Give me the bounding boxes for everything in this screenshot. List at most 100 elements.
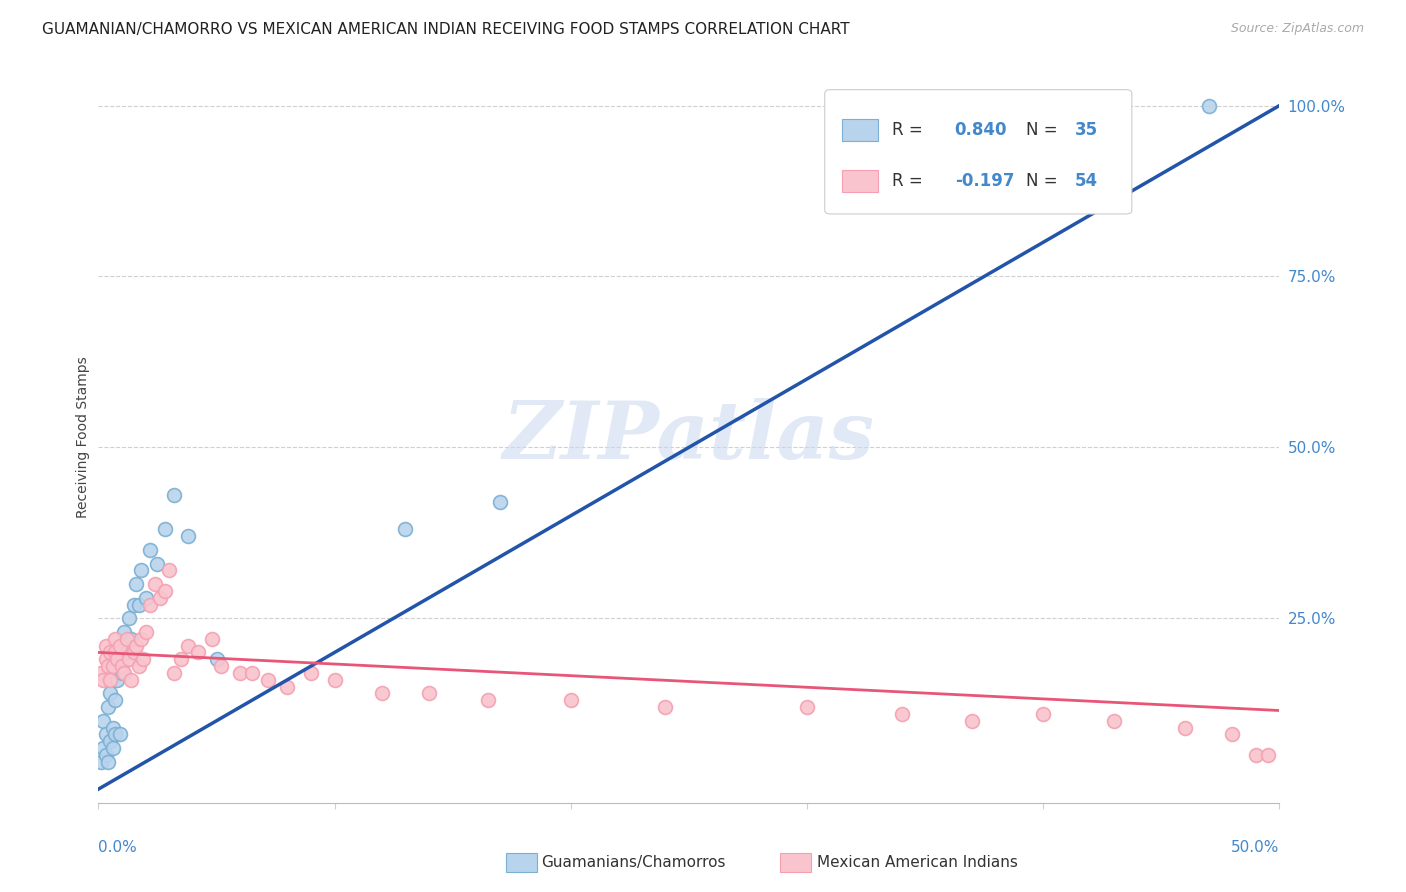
Point [111, 665, 134, 680]
Point [101, 741, 124, 756]
Point [177, 529, 200, 543]
Point [91, 714, 114, 728]
Bar [842, 170, 877, 192]
Point [135, 591, 157, 605]
Point [128, 659, 150, 673]
Point [257, 673, 280, 687]
Point [1198, 98, 1220, 112]
Text: N =: N = [1025, 172, 1063, 190]
Point [91, 673, 114, 687]
Point [187, 645, 209, 659]
Point [97, 755, 120, 769]
Point [962, 714, 984, 728]
Point [122, 645, 145, 659]
Point [115, 645, 138, 659]
Point [560, 693, 582, 707]
Point [371, 686, 394, 700]
Point [97, 659, 120, 673]
Point [121, 673, 143, 687]
Point [98, 686, 121, 700]
Text: Guamanians/Chamorros: Guamanians/Chamorros [541, 855, 725, 870]
Point [209, 659, 232, 673]
Text: ZIPatlas: ZIPatlas [503, 399, 875, 475]
Point [394, 522, 416, 536]
Point [90, 665, 112, 680]
Point [1257, 747, 1279, 762]
Point [1244, 747, 1267, 762]
Point [112, 624, 135, 639]
Point [90, 755, 112, 769]
Point [105, 652, 128, 666]
Text: 0.0%: 0.0% [98, 840, 138, 855]
Point [125, 577, 148, 591]
Text: 0.840: 0.840 [955, 121, 1007, 139]
Text: Source: ZipAtlas.com: Source: ZipAtlas.com [1230, 22, 1364, 36]
Point [153, 522, 176, 536]
Point [98, 673, 121, 687]
Point [201, 632, 224, 646]
Point [121, 632, 143, 646]
Point [101, 659, 124, 673]
Point [299, 665, 322, 680]
Point [477, 693, 499, 707]
Point [418, 686, 440, 700]
Point [98, 734, 121, 748]
Point [128, 598, 150, 612]
Text: R =: R = [891, 121, 928, 139]
Point [129, 632, 152, 646]
Point [1032, 706, 1054, 721]
Point [796, 700, 818, 714]
Text: N =: N = [1025, 121, 1063, 139]
Point [125, 639, 148, 653]
Point [143, 577, 166, 591]
Point [97, 700, 120, 714]
Text: 50.0%: 50.0% [1232, 840, 1279, 855]
Point [157, 563, 180, 577]
Point [91, 741, 114, 756]
Point [94, 639, 117, 653]
Point [1102, 714, 1125, 728]
Point [139, 598, 162, 612]
Text: 54: 54 [1076, 172, 1098, 190]
Point [104, 693, 127, 707]
Point [135, 624, 157, 639]
Y-axis label: Receiving Food Stamps: Receiving Food Stamps [76, 356, 90, 518]
Point [111, 639, 134, 653]
Point [94, 727, 117, 741]
Point [1220, 727, 1243, 741]
Point [229, 665, 252, 680]
Point [104, 645, 127, 659]
Point [98, 645, 121, 659]
Point [94, 652, 117, 666]
Point [111, 659, 134, 673]
Point [108, 639, 131, 653]
Point [129, 563, 152, 577]
Point [205, 652, 228, 666]
Point [1174, 721, 1197, 735]
Bar [842, 119, 877, 141]
Point [323, 673, 346, 687]
Point [122, 598, 145, 612]
Point [654, 700, 676, 714]
Point [170, 652, 193, 666]
Text: GUAMANIAN/CHAMORRO VS MEXICAN AMERICAN INDIAN RECEIVING FOOD STAMPS CORRELATION : GUAMANIAN/CHAMORRO VS MEXICAN AMERICAN I… [42, 22, 849, 37]
Point [276, 680, 298, 694]
Point [118, 652, 141, 666]
Point [104, 727, 127, 741]
Point [153, 583, 176, 598]
Text: -0.197: -0.197 [955, 172, 1014, 190]
Point [112, 665, 135, 680]
Point [101, 721, 124, 735]
Point [163, 488, 186, 502]
Point [177, 639, 200, 653]
Point [489, 495, 512, 509]
Point [105, 673, 128, 687]
Point [139, 542, 162, 557]
Point [240, 665, 263, 680]
Text: R =: R = [891, 172, 928, 190]
Point [94, 747, 117, 762]
Point [163, 665, 186, 680]
Text: Mexican American Indians: Mexican American Indians [817, 855, 1018, 870]
Point [118, 611, 141, 625]
Point [104, 632, 127, 646]
